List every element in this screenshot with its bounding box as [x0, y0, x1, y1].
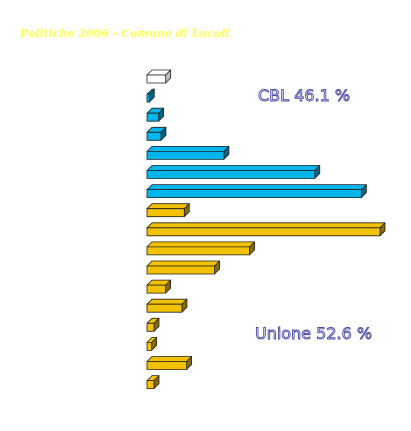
- unione-annotation: Unione 52.6 %: [255, 324, 372, 343]
- bar-cbl: [146, 145, 230, 160]
- bar-front-face: [146, 74, 167, 84]
- bar-unione: [146, 336, 158, 351]
- bar-front-face: [146, 246, 250, 256]
- bar-cbl: [146, 184, 367, 199]
- bar-front-face: [146, 170, 316, 179]
- bar-unione: [146, 375, 160, 390]
- bar-cbl: [146, 107, 165, 122]
- bar-top-face: [146, 145, 230, 152]
- bar-cbl: [146, 126, 167, 141]
- bar-cbl: [146, 88, 155, 103]
- bars-layer: [146, 69, 386, 390]
- bar-cbl: [146, 165, 321, 179]
- bar-top-face: [146, 222, 386, 229]
- bar-unione: [146, 298, 188, 313]
- bar-front-face: [146, 341, 153, 351]
- bar-front-face: [146, 112, 160, 122]
- bar-front-face: [146, 93, 150, 103]
- bar-front-face: [146, 189, 362, 199]
- bar-front-face: [146, 284, 167, 294]
- bar-front-face: [146, 131, 162, 141]
- bar-top-face: [146, 260, 220, 267]
- bar-front-face: [146, 380, 155, 390]
- bar-top-face: [146, 298, 188, 305]
- bar-unione: [146, 356, 193, 370]
- bar-top-face: [146, 203, 190, 210]
- cbl-annotation: CBL 46.1 %: [258, 86, 350, 105]
- bar-unione: [146, 260, 220, 275]
- bar-front-face: [146, 227, 381, 237]
- bar-unione: [146, 317, 160, 332]
- bar-neutral: [146, 69, 172, 84]
- bar-top-face: [146, 356, 193, 362]
- page-title: Politiche 2006 - Comune di Lucoli: [20, 27, 230, 40]
- bar-top-face: [146, 184, 367, 191]
- bar-front-face: [146, 208, 185, 218]
- bar-front-face: [146, 361, 188, 370]
- bar-front-face: [146, 150, 225, 160]
- bar-unione: [146, 203, 190, 218]
- bar-front-face: [146, 322, 155, 332]
- bar-unione: [146, 241, 255, 256]
- bar-top-face: [146, 241, 255, 248]
- bar-unione: [146, 222, 386, 237]
- bar-top-face: [146, 165, 321, 171]
- bar-front-face: [146, 265, 215, 275]
- bar-front-face: [146, 303, 183, 313]
- bar-unione: [146, 279, 172, 294]
